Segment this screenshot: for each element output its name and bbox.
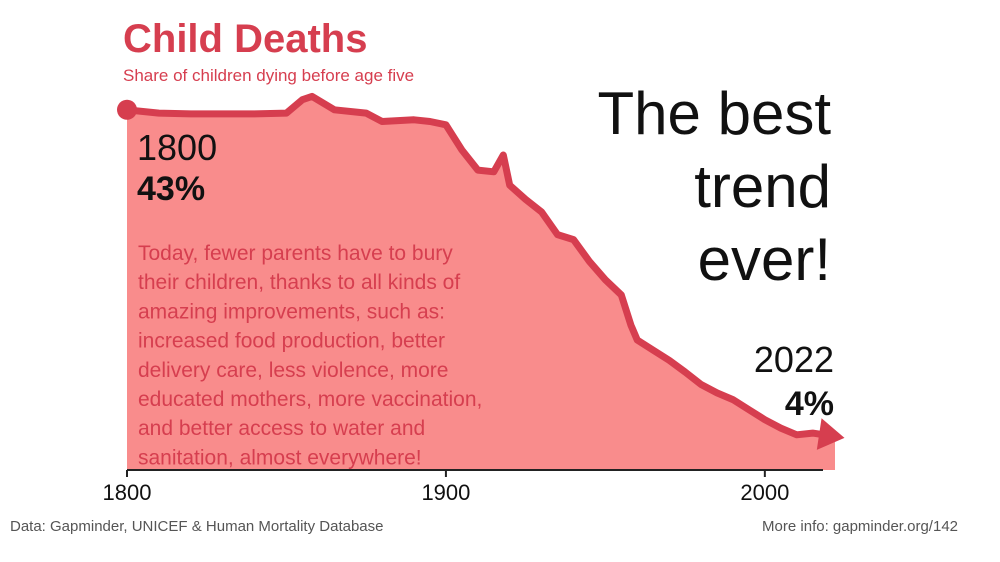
x-tick-label: 1800 [103,480,152,505]
headline: trend [694,153,831,220]
annotation: and better access to water and [138,417,425,440]
annotation: sanitation, almost everywhere! [138,446,422,469]
annotation: Today, fewer parents have to bury [138,242,453,265]
x-tick-label: 2000 [740,480,789,505]
headline: The best [598,80,832,147]
end-value: 4% [785,385,834,423]
headline: ever! [698,226,831,293]
annotation: amazing improvements, such as: [138,300,445,323]
annotation: educated mothers, more vaccination, [138,388,482,411]
arrow-head [816,418,845,450]
more-info: More info: gapminder.org/142 [762,518,958,535]
chart-title: Child Deaths [123,17,367,61]
chart-subtitle: Share of children dying before age five [123,66,414,85]
start-value: 43% [137,170,205,208]
line [123,92,839,440]
area [127,96,835,471]
source: Data: Gapminder, UNICEF & Human Mortalit… [10,518,383,535]
annotation: delivery care, less violence, more [138,359,448,382]
start-dot [117,99,137,120]
x-tick-label: 1900 [421,480,470,505]
end-year: 2022 [754,339,834,380]
annotation: their children, thanks to all kinds of [138,271,460,294]
start-year: 1800 [137,127,217,168]
annotation: increased food production, better [138,330,445,353]
